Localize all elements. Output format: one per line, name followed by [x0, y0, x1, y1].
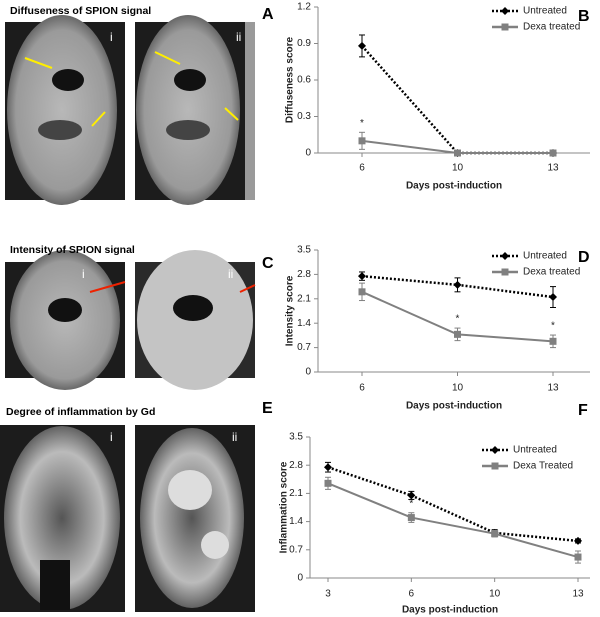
mri-image: [135, 425, 255, 612]
series-line: [327, 482, 579, 559]
x-tick-label: 13: [572, 589, 584, 600]
y-axis-label: Inflammation score: [279, 461, 290, 553]
x-tick-label: 6: [359, 383, 365, 394]
y-tick-label: 2.8: [297, 269, 311, 280]
x-axis-label: Days post-induction: [406, 401, 502, 412]
marker: [549, 293, 557, 302]
significance-label: *: [456, 314, 460, 325]
legend-marker: [501, 7, 509, 15]
panel-title: Intensity of SPION signal: [10, 244, 135, 256]
y-tick-label: 0.9: [297, 38, 311, 49]
y-tick-label: 0.6: [297, 75, 311, 86]
panel-letter: A: [262, 6, 274, 23]
x-axis-label: Days post-induction: [402, 605, 498, 616]
significance-label: *: [551, 321, 555, 332]
legend-marker: [501, 23, 509, 31]
series-line: [327, 466, 579, 543]
legend-marker: [501, 268, 509, 276]
legend-marker: [491, 446, 499, 454]
legend-label: Untreated: [523, 251, 567, 262]
marker: [453, 280, 462, 289]
legend-label: Dexa Treated: [513, 461, 573, 472]
marker: [358, 272, 366, 281]
x-tick-label: 10: [489, 589, 501, 600]
marker: [549, 149, 557, 157]
marker: [549, 337, 557, 345]
marker: [574, 553, 582, 561]
marker: [324, 479, 332, 487]
image-label: ii: [232, 430, 237, 444]
marker: [407, 514, 415, 522]
y-tick-label: 1.4: [289, 516, 303, 527]
mri-image: [5, 15, 125, 205]
y-tick-label: 2.1: [289, 488, 303, 499]
image-label: ii: [236, 30, 241, 44]
y-tick-label: 0.7: [297, 342, 311, 353]
panel-letter: B: [578, 8, 590, 25]
marker: [574, 536, 582, 545]
y-tick-label: 2.1: [297, 293, 311, 304]
x-tick-label: 6: [409, 589, 415, 600]
mri-image: [0, 425, 125, 612]
image-label: i: [110, 30, 113, 44]
significance-label: *: [409, 498, 413, 509]
legend-marker: [501, 252, 509, 260]
x-tick-label: 6: [359, 163, 365, 174]
series-line: [361, 45, 553, 155]
marker: [454, 330, 461, 338]
series-line: [361, 274, 554, 299]
panel-title: Degree of inflammation by Gd: [6, 406, 155, 418]
y-tick-label: 3.5: [289, 432, 303, 443]
mri-image: [135, 15, 255, 205]
mri-image: [5, 250, 126, 390]
y-tick-label: 0: [305, 148, 311, 159]
x-tick-label: 10: [452, 383, 464, 394]
image-label: i: [82, 267, 85, 281]
marker: [324, 463, 332, 472]
y-tick-label: 2.8: [289, 460, 303, 471]
panel-letter: D: [578, 249, 590, 266]
y-axis-label: Diffuseness score: [285, 36, 296, 123]
y-axis-label: Intensity score: [285, 275, 296, 346]
significance-label: *: [360, 118, 364, 129]
image-label: i: [110, 430, 113, 444]
legend-marker: [491, 462, 499, 470]
panel-letter: F: [578, 402, 588, 419]
panel-letter: E: [262, 400, 273, 417]
legend-label: Untreated: [523, 6, 567, 17]
panel-title: Diffuseness of SPION signal: [10, 5, 151, 17]
x-axis-label: Days post-induction: [406, 181, 502, 192]
legend-label: Untreated: [513, 445, 557, 456]
x-tick-label: 13: [547, 163, 559, 174]
marker: [358, 137, 366, 145]
x-tick-label: 3: [325, 589, 331, 600]
panel-letter: C: [262, 255, 274, 272]
legend-label: Dexa treated: [523, 267, 580, 278]
y-tick-label: 1.4: [297, 318, 311, 329]
marker: [407, 491, 416, 500]
y-tick-label: 1.2: [297, 2, 311, 13]
y-tick-label: 3.5: [297, 245, 311, 256]
image-label: ii: [228, 267, 233, 281]
x-tick-label: 10: [452, 163, 464, 174]
x-tick-label: 13: [547, 383, 559, 394]
marker: [358, 288, 366, 296]
mri-image: [135, 250, 256, 390]
marker: [491, 530, 499, 538]
y-tick-label: 0: [305, 367, 311, 378]
marker: [454, 149, 461, 157]
y-tick-label: 0.3: [297, 111, 311, 122]
y-tick-label: 0: [297, 573, 303, 584]
y-tick-label: 0.7: [289, 544, 303, 555]
legend-label: Dexa treated: [523, 22, 580, 33]
marker: [358, 41, 366, 50]
